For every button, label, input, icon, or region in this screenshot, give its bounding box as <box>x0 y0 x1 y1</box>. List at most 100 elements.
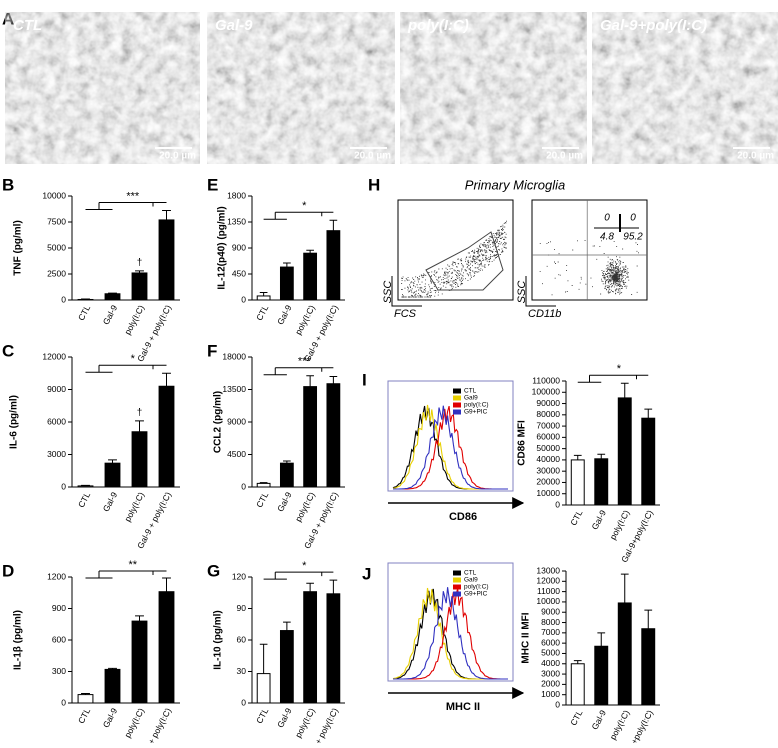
scale-label: 20.0 µm <box>737 151 774 162</box>
error-bar <box>620 382 629 398</box>
image-label: Gal-9 <box>215 17 253 34</box>
y-tick-label: 2500 <box>47 268 66 278</box>
error-bar <box>135 420 144 432</box>
panel-label: E <box>207 175 218 194</box>
significance-bracket <box>85 202 167 211</box>
significance-bracket <box>263 571 334 580</box>
error-bar <box>162 577 171 592</box>
y-tick-label: 7000 <box>541 627 560 637</box>
y-tick-label: 20000 <box>536 477 560 487</box>
x-tick-label: Gal-9 <box>589 708 608 731</box>
y-tick-label: 9000 <box>47 384 66 394</box>
bar <box>104 293 121 301</box>
panel-label: G <box>207 561 220 580</box>
micrograph <box>5 12 200 164</box>
bar <box>256 482 271 488</box>
y-tick-label: 90 <box>237 603 247 613</box>
significance-bracket <box>263 211 334 220</box>
x-tick-label: poly(I:C) <box>122 490 146 523</box>
error-bar <box>259 482 268 484</box>
bar <box>617 602 632 706</box>
y-tick-label: 11000 <box>537 586 560 596</box>
y-tick-label: 100000 <box>532 387 561 397</box>
error-bar <box>573 454 582 460</box>
quadrant-value: 0 <box>604 213 610 224</box>
y-tick-label: 60 <box>237 634 247 644</box>
x-tick-label: CTL <box>76 706 92 725</box>
error-bar <box>306 582 314 592</box>
y-tick-label: 10000 <box>536 488 560 498</box>
scale-label: 20.0 µm <box>159 151 196 162</box>
panel-label: B <box>2 175 14 194</box>
y-tick-label: 0 <box>555 499 560 509</box>
legend-label: poly(I:C) <box>464 402 489 409</box>
y-tick-label: 450 <box>232 268 246 278</box>
error-bar <box>644 609 653 629</box>
x-tick-label: CTL <box>254 706 270 725</box>
y-axis-label: MHC II MFI <box>521 612 532 663</box>
y-tick-label: 40000 <box>536 454 560 464</box>
error-bar <box>597 453 606 459</box>
error-bar <box>162 210 171 220</box>
bar <box>303 386 318 488</box>
y-tick-label: 60000 <box>536 432 560 442</box>
significance-label: * <box>302 560 307 572</box>
quadrant-value: 4.8 <box>600 232 614 243</box>
image-label: Gal-9+poly(I:C) <box>600 17 707 34</box>
y-tick-label: 8000 <box>541 617 560 627</box>
flow-events <box>539 239 639 296</box>
y-tick-label: 18000 <box>222 351 246 361</box>
y-tick-label: 0 <box>61 697 66 707</box>
x-tick-label: Gal-9 <box>101 303 120 326</box>
error-bar <box>108 459 117 464</box>
error-bar <box>329 376 338 384</box>
axis-label: CD11b <box>528 308 561 320</box>
y-tick-label: 5000 <box>541 648 560 658</box>
y-tick-label: 90000 <box>536 398 560 408</box>
x-tick-label: poly(I:C) <box>293 706 317 739</box>
x-tick-label: Gal-9 <box>275 490 294 513</box>
quadrant-value: 0 <box>630 213 636 224</box>
x-tick-label: CTL <box>254 303 270 322</box>
legend-swatch <box>453 388 461 394</box>
panel-title: Primary Microglia <box>465 177 565 192</box>
gate <box>425 231 504 291</box>
error-bar <box>259 643 268 674</box>
bar <box>570 663 585 706</box>
micrograph <box>592 12 778 164</box>
significance-label: ** <box>128 559 137 571</box>
x-tick-label: poly(I:C) <box>608 708 632 741</box>
legend-label: CTL <box>464 388 477 395</box>
x-tick-label: CTL <box>568 508 584 527</box>
error-bar <box>81 298 90 300</box>
error-bar <box>329 579 338 594</box>
y-axis-label: CD86 MFI <box>517 420 528 466</box>
bar <box>594 645 609 706</box>
y-axis-label: IL-6 (pg/ml) <box>9 395 20 449</box>
y-tick-label: 4500 <box>227 449 246 459</box>
bar <box>131 272 148 301</box>
histogram-frame <box>387 562 514 682</box>
bar <box>594 458 609 506</box>
micrograph <box>207 12 395 164</box>
bar <box>131 431 148 488</box>
y-tick-label: 600 <box>52 634 66 644</box>
bar <box>326 593 341 704</box>
y-tick-label: 13500 <box>222 384 246 394</box>
x-tick-label: Gal-9 <box>101 706 120 729</box>
image-label: CTL <box>13 17 42 34</box>
y-tick-label: 7500 <box>47 216 66 226</box>
y-axis-label: IL-12(p40) (pg/ml) <box>217 206 228 289</box>
y-tick-label: 900 <box>52 603 66 613</box>
panel-label: D <box>2 561 14 580</box>
bar <box>158 385 175 488</box>
y-tick-label: 0 <box>555 699 560 709</box>
legend-label: Gal9 <box>464 577 478 584</box>
y-tick-label: 300 <box>52 666 66 676</box>
y-tick-label: 0 <box>61 294 66 304</box>
y-axis-label: IL-10 (pg/ml) <box>213 610 224 669</box>
y-tick-label: 0 <box>241 481 246 491</box>
legend-label: G9+PIC <box>464 409 488 416</box>
error-bar <box>283 460 291 464</box>
bar <box>279 266 294 301</box>
